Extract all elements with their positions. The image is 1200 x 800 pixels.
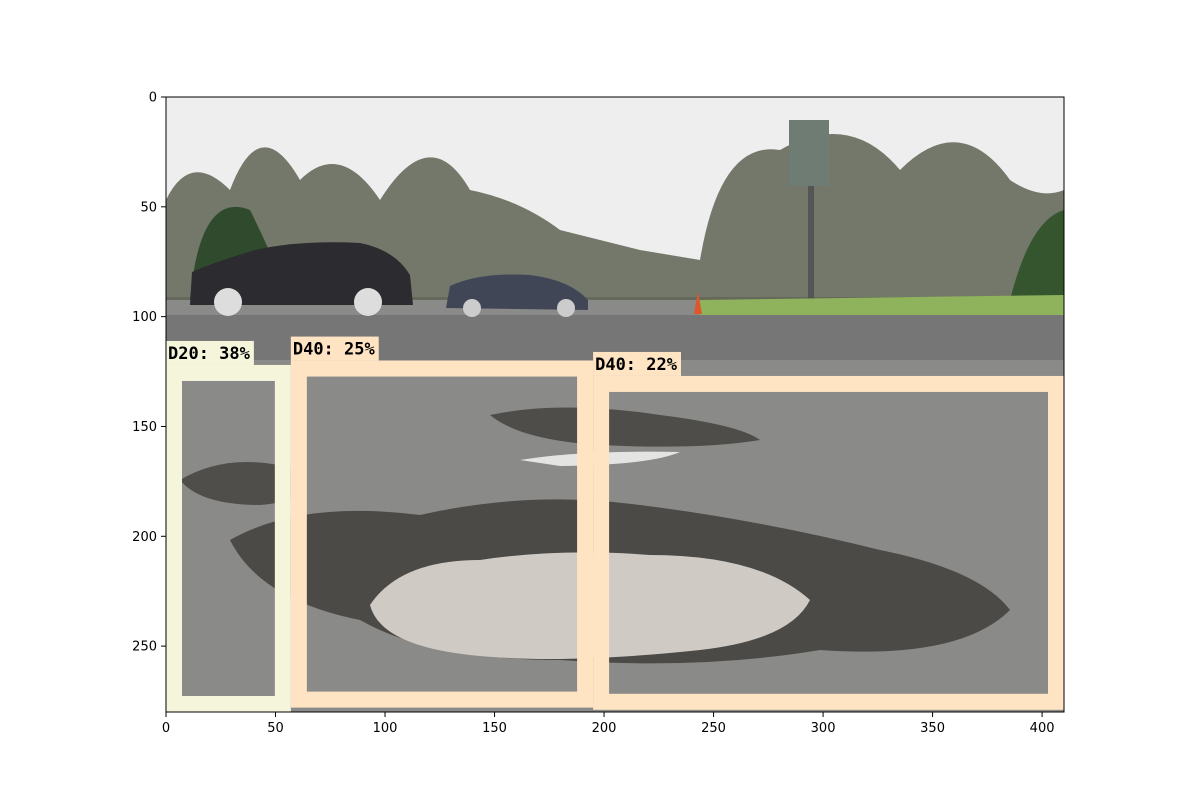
detection-label-bg xyxy=(593,351,681,376)
x-tick: 200 xyxy=(592,712,617,736)
x-tick-label: 200 xyxy=(592,721,617,736)
y-tick: 0 xyxy=(149,91,166,106)
x-tick: 400 xyxy=(1030,712,1055,736)
y-tick: 50 xyxy=(140,200,166,215)
x-tick: 350 xyxy=(920,712,945,736)
axes-frame xyxy=(165,96,1065,713)
detection-outline xyxy=(593,375,1064,710)
detection-label-bg xyxy=(166,340,254,365)
x-tick-label: 0 xyxy=(162,721,170,736)
y-tick-label: 150 xyxy=(132,420,157,435)
x-tick-label: 250 xyxy=(701,721,726,736)
y-tick: 100 xyxy=(132,310,166,325)
detection-outline xyxy=(290,360,594,708)
detection-label: D20: 38% xyxy=(166,340,254,365)
y-tick: 150 xyxy=(132,420,166,435)
y-tick-label: 0 xyxy=(149,91,157,106)
x-tick: 0 xyxy=(162,712,170,736)
x-tick-label: 150 xyxy=(482,721,507,736)
detection-label-bg xyxy=(290,336,379,361)
x-tick: 300 xyxy=(811,712,836,736)
sign-pole xyxy=(808,180,814,300)
car-hatchback xyxy=(446,274,588,317)
detection-label-text: D20: 38% xyxy=(168,344,251,364)
x-tick-label: 300 xyxy=(811,721,836,736)
y-tick-label: 100 xyxy=(132,310,157,325)
x-tick-label: 400 xyxy=(1030,721,1055,736)
detection-label-text: D40: 25% xyxy=(293,340,376,360)
detections-layer: D20: 38% D40: 25% D40: 22% xyxy=(166,336,1064,712)
pothole-left xyxy=(180,462,305,505)
x-tick-label: 100 xyxy=(373,721,398,736)
detection-label: D40: 22% xyxy=(593,351,681,376)
x-tick: 100 xyxy=(373,712,398,736)
detection-label: D40: 25% xyxy=(290,336,379,361)
y-tick-label: 200 xyxy=(132,530,157,545)
x-tick: 250 xyxy=(701,712,726,736)
detection-box-2: D40: 25% xyxy=(290,336,594,708)
x-tick-label: 350 xyxy=(920,721,945,736)
y-axis: 0 50 100 150 200 250 xyxy=(132,91,166,655)
detection-label-text: D40: 22% xyxy=(595,355,678,375)
y-tick: 250 xyxy=(132,640,166,655)
x-tick: 150 xyxy=(482,712,507,736)
traffic-cone xyxy=(694,292,702,314)
pothole-upper xyxy=(490,407,760,447)
road-sign xyxy=(789,120,829,186)
detection-outline xyxy=(166,364,291,712)
bush-right xyxy=(1010,210,1064,300)
y-tick: 200 xyxy=(132,530,166,545)
x-tick: 50 xyxy=(267,712,284,736)
y-tick-label: 250 xyxy=(132,640,157,655)
car-suv xyxy=(190,242,413,316)
x-tick-label: 50 xyxy=(267,721,284,736)
x-axis: 0 50 100 150 200 250 300 350 400 xyxy=(162,712,1055,736)
detection-box-3: D40: 22% xyxy=(593,351,1064,710)
detection-box-1: D20: 38% xyxy=(166,340,291,712)
y-tick-label: 50 xyxy=(140,200,157,215)
